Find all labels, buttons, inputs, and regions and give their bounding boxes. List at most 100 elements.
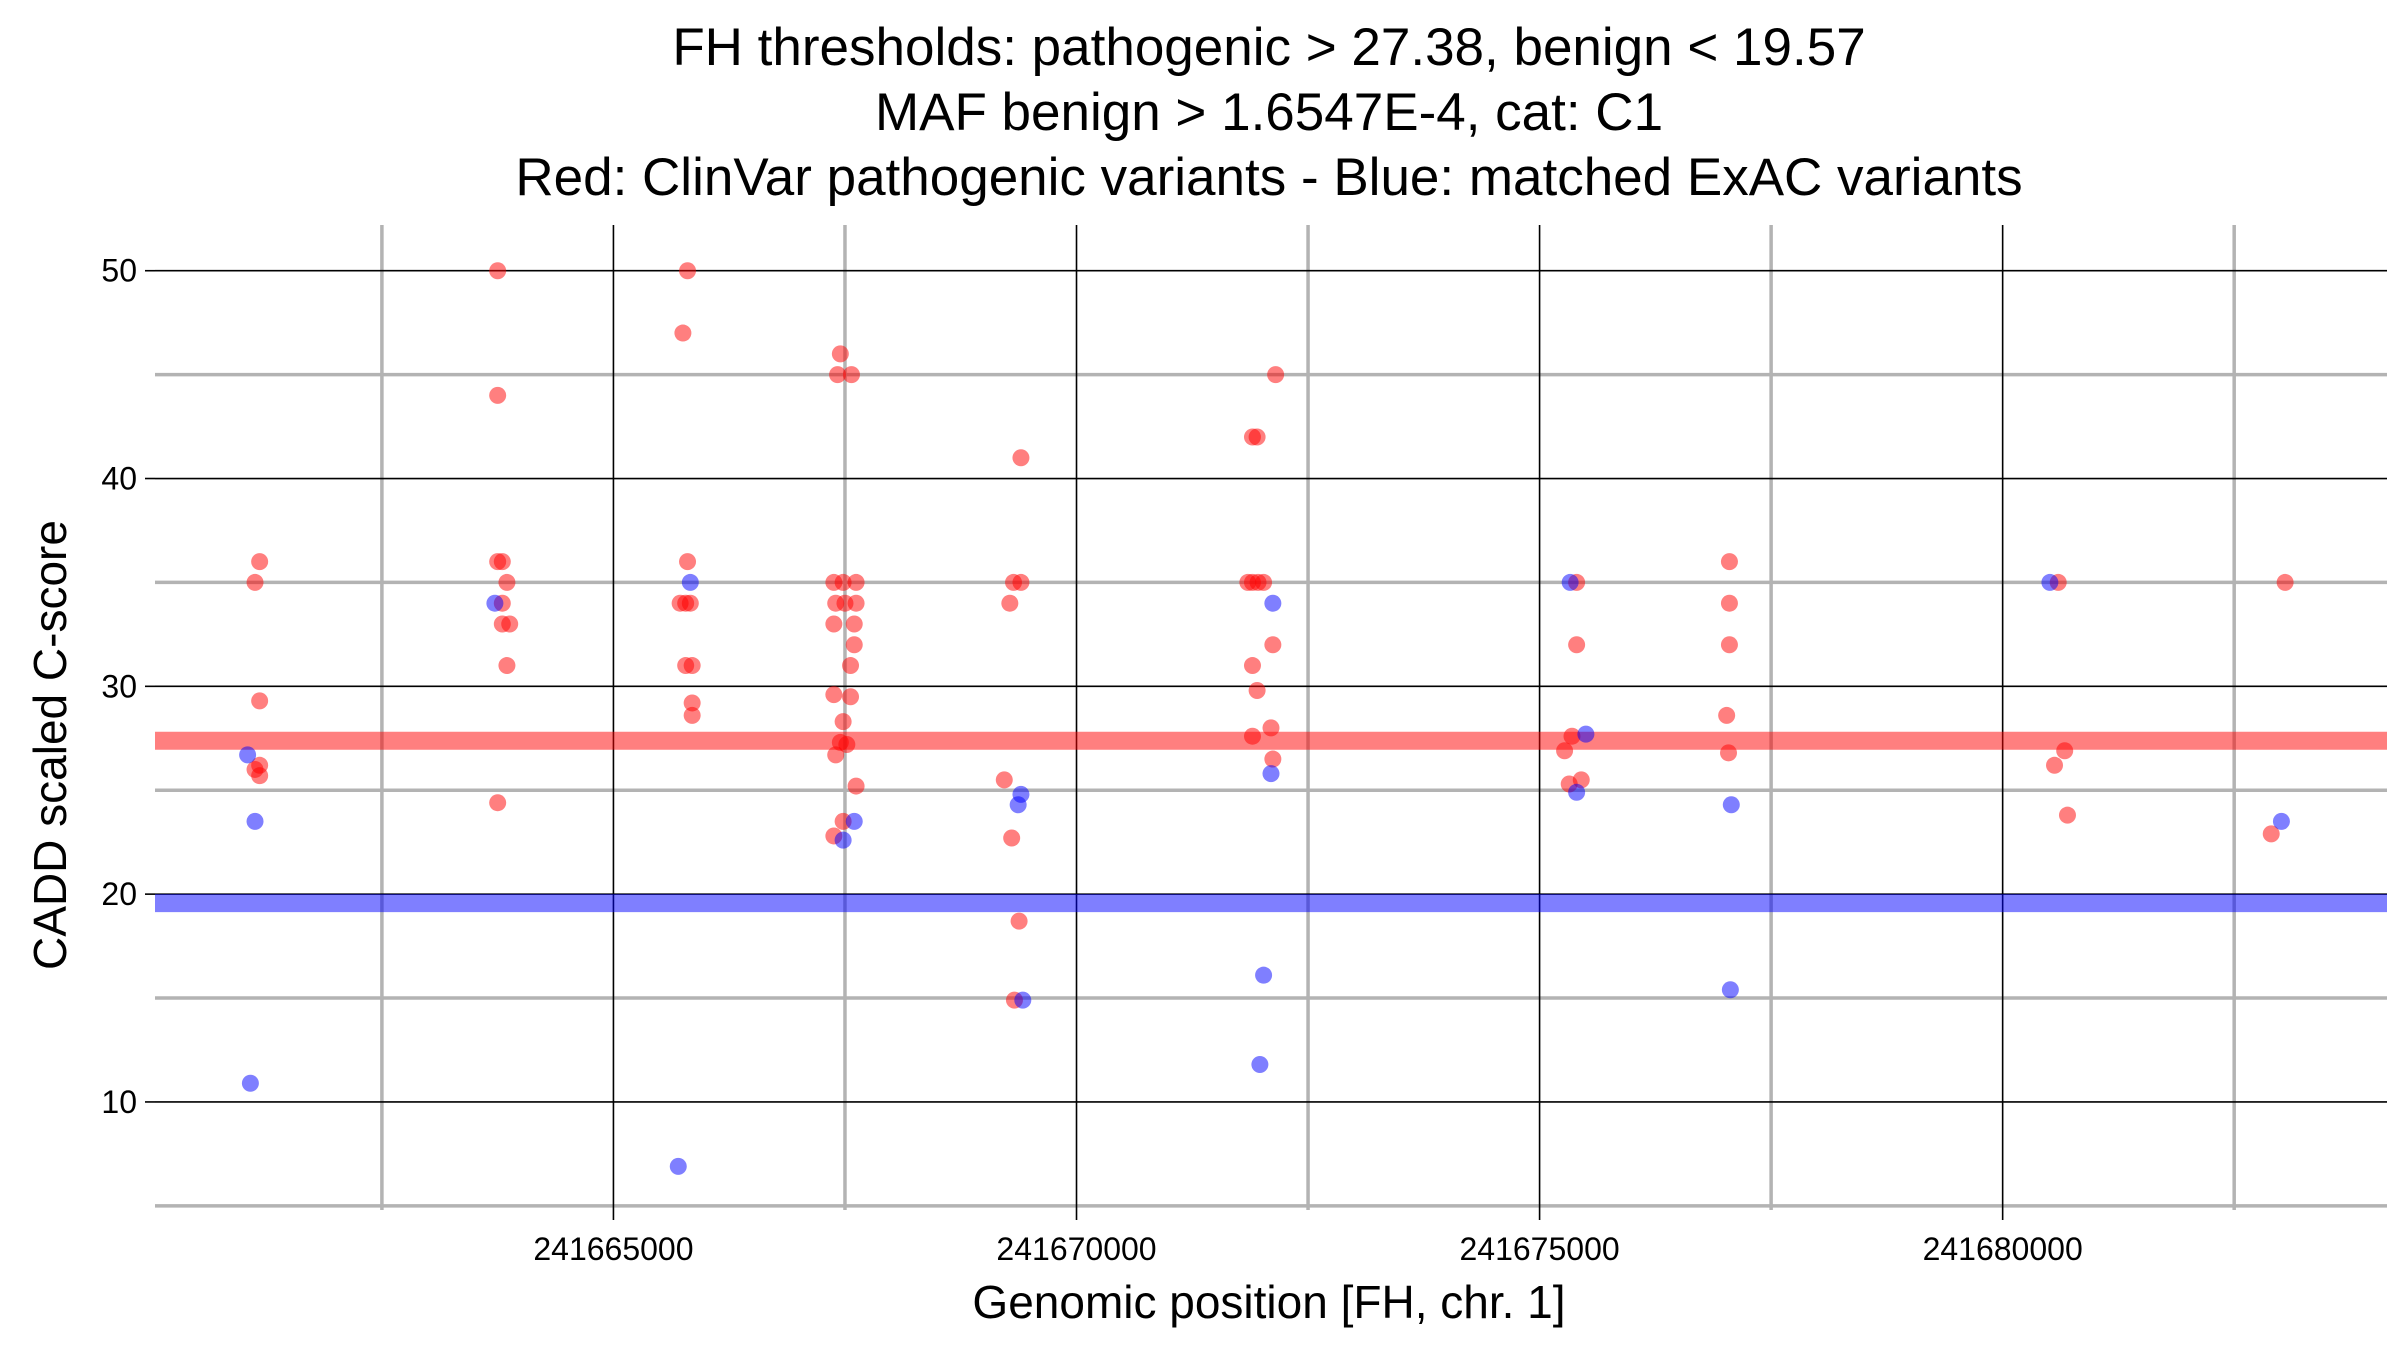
x-tick-labels: 241665000 241670000 241675000 241680000 bbox=[533, 1210, 2083, 1267]
chart-title-line-3: Red: ClinVar pathogenic variants - Blue:… bbox=[515, 148, 2022, 207]
pathogenic-variant-point bbox=[847, 777, 865, 795]
exac-variant-point bbox=[246, 812, 264, 830]
exac-variant-point bbox=[1009, 796, 1027, 814]
data-points bbox=[239, 262, 2294, 1175]
pathogenic-variant-point bbox=[683, 694, 701, 712]
threshold-lines bbox=[155, 731, 2387, 913]
y-tick-label: 50 bbox=[101, 253, 137, 289]
pathogenic-variant-point bbox=[493, 553, 511, 571]
pathogenic-variant-point bbox=[489, 794, 507, 812]
chart-title-line-2: MAF benign > 1.6547E-4, cat: C1 bbox=[875, 83, 1663, 142]
pathogenic-variant-point bbox=[489, 386, 507, 404]
exac-variant-point bbox=[1251, 1056, 1269, 1074]
x-tick-label: 241680000 bbox=[1923, 1231, 2083, 1267]
pathogenic-variant-point bbox=[845, 636, 863, 654]
pathogenic-variant-point bbox=[489, 262, 507, 280]
pathogenic-variant-point bbox=[838, 736, 856, 754]
pathogenic-variant-point bbox=[498, 657, 516, 675]
exac-variant-point bbox=[2272, 812, 2290, 830]
exac-variant-point bbox=[845, 812, 863, 830]
pathogenic-variant-point bbox=[995, 771, 1013, 789]
pathogenic-variant-point bbox=[1248, 681, 1266, 699]
pathogenic-variant-point bbox=[1248, 428, 1266, 446]
pathogenic-variant-point bbox=[847, 594, 865, 612]
pathogenic-variant-point bbox=[674, 324, 692, 342]
exac-variant-point bbox=[1577, 725, 1595, 743]
exac-variant-point bbox=[834, 831, 852, 849]
exac-variant-point bbox=[1262, 765, 1280, 783]
pathogenic-variant-point bbox=[829, 366, 847, 384]
exac-variant-point bbox=[1264, 594, 1282, 612]
pathogenic-variant-point bbox=[1001, 594, 1019, 612]
pathogenic-variant-point bbox=[1243, 657, 1261, 675]
pathogenic-variant-point bbox=[1264, 750, 1282, 768]
pathogenic-variant-point bbox=[834, 713, 852, 731]
pathogenic-variant-point bbox=[1563, 727, 1581, 745]
chart-title: FH thresholds: pathogenic > 27.38, benig… bbox=[515, 18, 2022, 207]
pathogenic-variant-point bbox=[679, 262, 697, 280]
pathogenic-variant-point bbox=[2262, 825, 2280, 843]
pathogenic-variant-point bbox=[246, 573, 264, 591]
x-axis-title: Genomic position [FH, chr. 1] bbox=[972, 1276, 1565, 1328]
pathogenic-variant-point bbox=[1243, 727, 1261, 745]
exac-variant-point bbox=[1561, 573, 1579, 591]
pathogenic-variant-point bbox=[2046, 756, 2064, 774]
pathogenic-variant-point bbox=[827, 746, 845, 764]
pathogenic-variant-point bbox=[2056, 742, 2074, 760]
pathogenic-variant-point bbox=[831, 345, 849, 363]
exac-variant-point bbox=[1721, 981, 1739, 999]
pathogenic-variant-point bbox=[842, 366, 860, 384]
exac-variant-point bbox=[239, 746, 257, 764]
x-tick-label: 241670000 bbox=[996, 1231, 1156, 1267]
pathogenic-variant-point bbox=[1010, 912, 1028, 930]
pathogenic-variant-point bbox=[1012, 449, 1030, 467]
pathogenic-variant-point bbox=[1264, 636, 1282, 654]
pathogenic-variant-point bbox=[825, 615, 843, 633]
y-tick-label: 10 bbox=[101, 1084, 137, 1120]
pathogenic-variant-point bbox=[834, 573, 852, 591]
pathogenic-variant-point bbox=[251, 767, 269, 785]
y-tick-label: 20 bbox=[101, 876, 137, 912]
exac-variant-point bbox=[486, 594, 504, 612]
pathogenic-variant-point bbox=[683, 706, 701, 724]
pathogenic-variant-point bbox=[847, 573, 865, 591]
pathogenic-variant-point bbox=[825, 686, 843, 704]
exac-variant-point bbox=[1255, 966, 1273, 984]
y-axis-title: CADD scaled C-score bbox=[24, 520, 76, 970]
pathogenic-variant-point bbox=[1012, 573, 1030, 591]
y-tick-label: 30 bbox=[101, 668, 137, 704]
pathogenic-variant-point bbox=[251, 553, 269, 571]
y-tick-label: 40 bbox=[101, 461, 137, 497]
pathogenic-variant-point bbox=[1003, 829, 1021, 847]
pathogenic-variant-point bbox=[1720, 744, 1738, 762]
exac-variant-point bbox=[669, 1157, 687, 1175]
pathogenic-variant-point bbox=[683, 657, 701, 675]
pathogenic-variant-point bbox=[1720, 553, 1738, 571]
pathogenic-variant-point bbox=[1720, 594, 1738, 612]
pathogenic-variant-point bbox=[2276, 573, 2294, 591]
pathogenic-variant-point bbox=[842, 688, 860, 706]
pathogenic-variant-point bbox=[251, 692, 269, 710]
pathogenic-variant-point bbox=[1720, 636, 1738, 654]
pathogenic-variant-point bbox=[845, 615, 863, 633]
x-tick-label: 241675000 bbox=[1459, 1231, 1619, 1267]
exac-variant-point bbox=[1722, 796, 1740, 814]
exac-variant-point bbox=[241, 1074, 259, 1092]
exac-variant-point bbox=[681, 573, 699, 591]
pathogenic-variant-point bbox=[1556, 742, 1574, 760]
exac-variant-point bbox=[1568, 783, 1586, 801]
pathogenic-variant-point bbox=[1262, 719, 1280, 737]
pathogenic-variant-point bbox=[501, 615, 519, 633]
pathogenic-variant-point bbox=[842, 657, 860, 675]
pathogenic-variant-point bbox=[1267, 366, 1285, 384]
pathogenic-variant-point bbox=[2058, 806, 2076, 824]
pathogenic-variant-point bbox=[1255, 573, 1273, 591]
pathogenic-variant-point bbox=[1718, 706, 1736, 724]
pathogenic-variant-point bbox=[498, 573, 516, 591]
y-tick-labels: 10 20 30 40 50 bbox=[101, 253, 155, 1120]
x-tick-label: 241665000 bbox=[533, 1231, 693, 1267]
pathogenic-variant-point bbox=[681, 594, 699, 612]
pathogenic-variant-point bbox=[1568, 636, 1586, 654]
exac-variant-point bbox=[2041, 573, 2059, 591]
